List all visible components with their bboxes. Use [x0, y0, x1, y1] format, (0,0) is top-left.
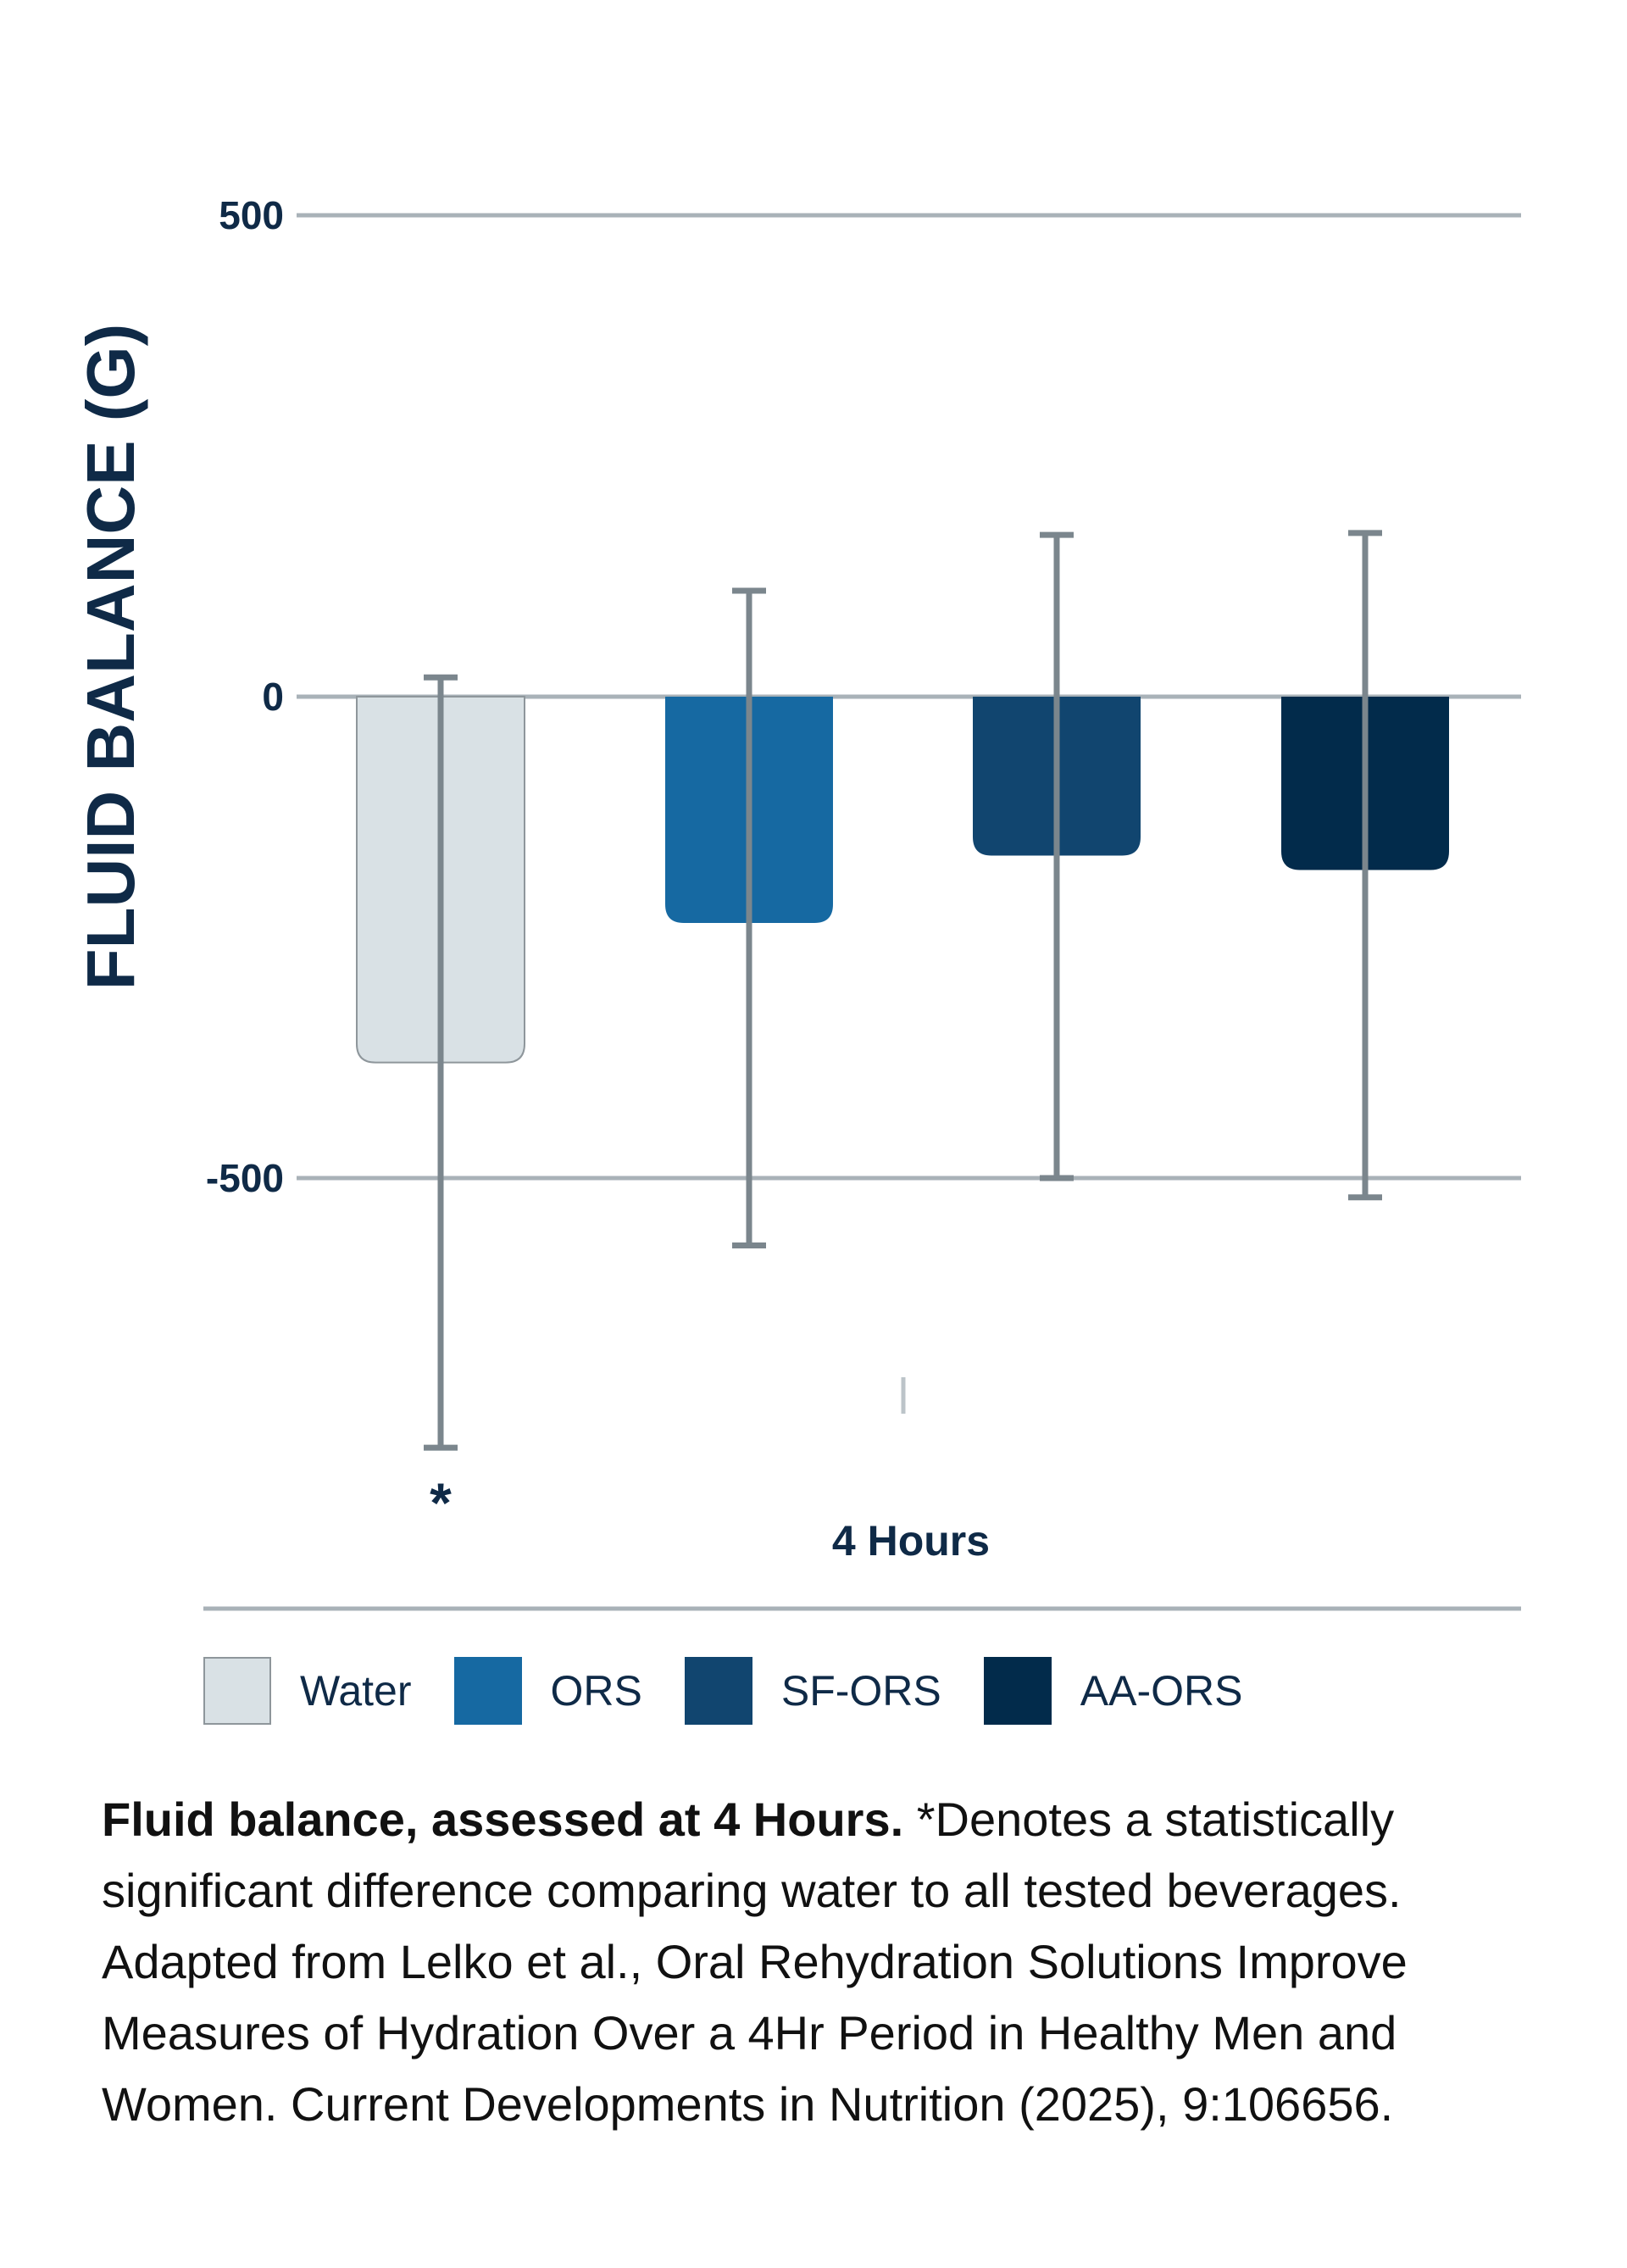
annotations: * [430, 1471, 452, 1534]
y-tick-label: 500 [219, 193, 284, 237]
fluid-balance-chart: 500 0 -500 FLUID BALANCE (G) 4 Hours * [73, 193, 1521, 1611]
legend-item-sf-ors: SF-ORS [684, 1657, 941, 1725]
legend-swatch [684, 1657, 752, 1725]
legend-label: AA-ORS [1080, 1667, 1243, 1715]
y-tick-label: 0 [262, 675, 284, 719]
legend-swatch [983, 1657, 1052, 1725]
y-tick-labels: 500 0 -500 [206, 193, 284, 1200]
legend-label: Water [300, 1667, 412, 1715]
legend-item-ors: ORS [453, 1657, 642, 1725]
legend-label: SF-ORS [780, 1667, 941, 1715]
error-bars [424, 530, 1382, 1451]
y-tick-label: -500 [206, 1156, 284, 1200]
y-axis-label: FLUID BALANCE (G) [73, 324, 148, 991]
caption-bold: Fluid balance, assessed at 4 Hours. [102, 1793, 904, 1846]
significance-asterisk: * [430, 1471, 452, 1534]
figure-caption: Fluid balance, assessed at 4 Hours. *Den… [102, 1784, 1542, 2140]
legend-swatch [203, 1657, 271, 1725]
legend-swatch [453, 1657, 522, 1725]
legend-item-water: Water [203, 1657, 412, 1725]
legend-label: ORS [550, 1667, 642, 1715]
legend: Water ORS SF-ORS AA-ORS [203, 1657, 1285, 1725]
x-category-label: 4 Hours [832, 1517, 990, 1565]
bars [356, 696, 1449, 1064]
legend-item-aa-ors: AA-ORS [983, 1657, 1243, 1725]
caption-text: *Denotes a statistically significant dif… [102, 1793, 1408, 2131]
